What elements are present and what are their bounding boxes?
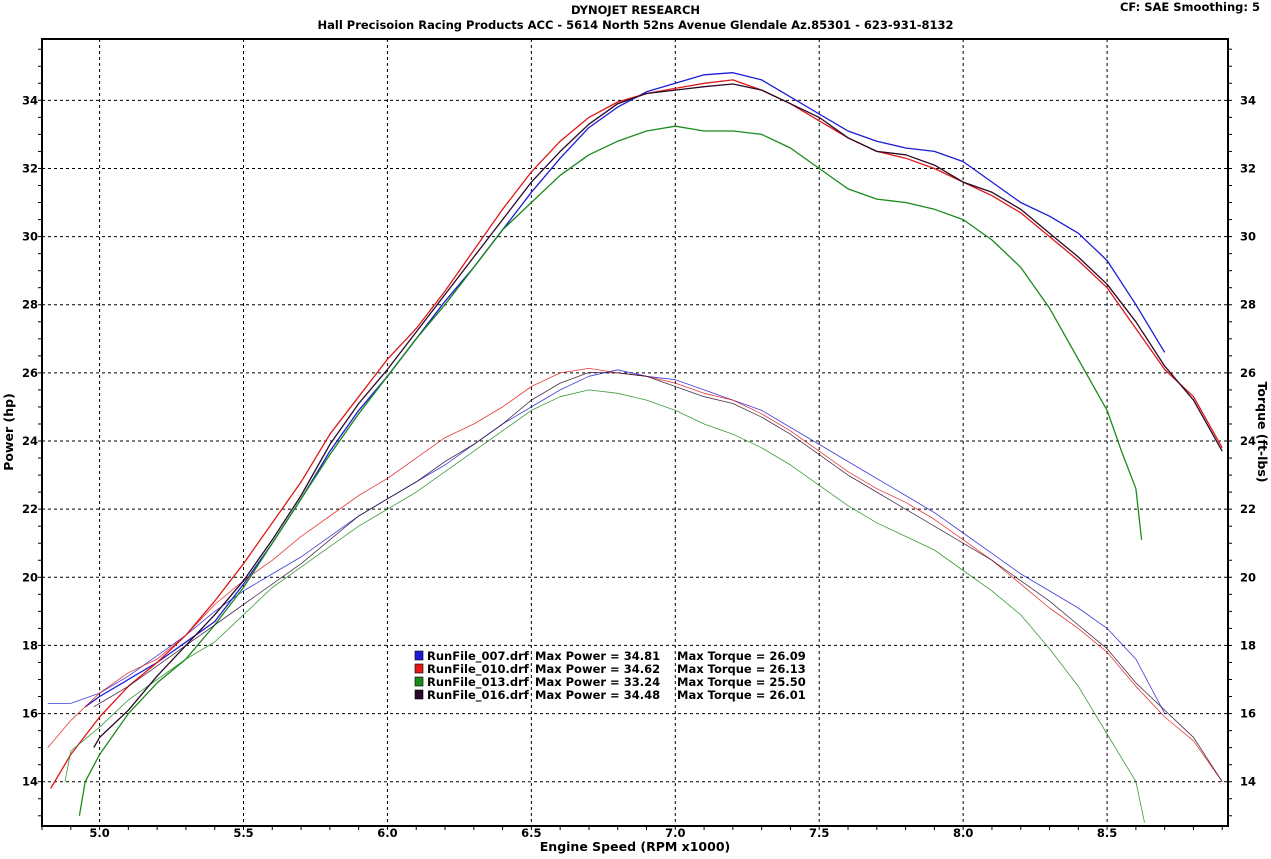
y-tick-label: 20 bbox=[22, 570, 38, 584]
legend-swatch bbox=[414, 663, 424, 674]
legend-max-power: Max Power = 34.62 bbox=[535, 662, 660, 676]
y-tick-label: 16 bbox=[22, 707, 38, 721]
legend-swatch bbox=[414, 676, 424, 687]
legend-max-power: Max Power = 33.24 bbox=[535, 675, 660, 689]
legend-series-name: RunFile_016.drf bbox=[427, 688, 530, 703]
y-tick-label: 24 bbox=[22, 434, 38, 448]
y-tick-label: 18 bbox=[22, 638, 38, 652]
correction-factor-label: CF: SAE Smoothing: 5 bbox=[1119, 0, 1260, 14]
legend-series-name: RunFile_013.drf bbox=[427, 675, 530, 690]
legend-series-name: RunFile_007.drf bbox=[427, 649, 530, 664]
legend-max-torque: Max Torque = 26.09 bbox=[677, 649, 806, 663]
y2-tick-label: 22 bbox=[1240, 502, 1256, 516]
legend: RunFile_007.drf Max Power = 34.81 Max Torq… bbox=[414, 649, 806, 703]
y2-tick-label: 30 bbox=[1240, 230, 1256, 244]
legend-swatch bbox=[414, 650, 424, 661]
y2-tick-label: 26 bbox=[1240, 366, 1256, 380]
y2-tick-label: 20 bbox=[1240, 570, 1256, 584]
y2-axis-label: Torque (ft-lbs) bbox=[1255, 382, 1270, 483]
x-tick-label: 8.0 bbox=[953, 826, 973, 840]
x-tick-label: 5.5 bbox=[233, 826, 253, 840]
torque-line-4 bbox=[93, 372, 1223, 782]
x-tick-label: 5.0 bbox=[89, 826, 109, 840]
power-line-3 bbox=[78, 125, 1143, 816]
y-tick-label: 28 bbox=[22, 298, 38, 312]
chart-subtitle: Hall Precisoion Racing Products ACC - 56… bbox=[317, 18, 954, 32]
legend-max-power: Max Power = 34.48 bbox=[535, 688, 660, 702]
legend-max-power: Max Power = 34.81 bbox=[535, 649, 660, 663]
y2-tick-label: 24 bbox=[1240, 434, 1256, 448]
y2-tick-label: 18 bbox=[1240, 638, 1256, 652]
grid-lines bbox=[42, 39, 1228, 826]
y-tick-label: 22 bbox=[22, 502, 38, 516]
power-line-4 bbox=[93, 83, 1223, 748]
x-tick-label: 6.0 bbox=[377, 826, 397, 840]
y-tick-label: 26 bbox=[22, 366, 38, 380]
chart-title: DYNOJET RESEARCH bbox=[570, 3, 701, 17]
y2-tick-label: 28 bbox=[1240, 298, 1256, 312]
legend-max-torque: Max Torque = 25.50 bbox=[677, 675, 806, 689]
x-tick-label: 6.5 bbox=[521, 826, 541, 840]
power-line-2 bbox=[50, 79, 1223, 789]
x-tick-label: 7.0 bbox=[665, 826, 685, 840]
plot-frame bbox=[41, 38, 1229, 827]
legend-max-torque: Max Torque = 26.13 bbox=[677, 662, 806, 676]
y-axis-label: Power (hp) bbox=[1, 393, 16, 471]
y2-tick-label: 14 bbox=[1240, 775, 1256, 789]
torque-line-3 bbox=[64, 389, 1145, 823]
y-tick-label: 30 bbox=[22, 230, 38, 244]
x-tick-label: 8.5 bbox=[1097, 826, 1117, 840]
y-tick-label: 14 bbox=[22, 775, 38, 789]
legend-swatch bbox=[414, 689, 424, 700]
y-tick-label: 34 bbox=[22, 93, 38, 107]
legend-max-torque: Max Torque = 26.01 bbox=[677, 688, 806, 702]
axis-ticks: 5.0 5.5 6.0 6.5 7.0 7.5 8.0 8.5 14 14 16 16 18 18 20 20… bbox=[22, 48, 1256, 840]
x-axis-label: Engine Speed (RPM x1000) bbox=[540, 839, 730, 854]
y-tick-label: 32 bbox=[22, 161, 38, 175]
y2-tick-label: 16 bbox=[1240, 707, 1256, 721]
series-lines bbox=[47, 72, 1223, 823]
legend-series-name: RunFile_010.drf bbox=[427, 662, 530, 677]
y2-tick-label: 34 bbox=[1240, 93, 1256, 107]
y2-tick-label: 32 bbox=[1240, 161, 1256, 175]
x-tick-label: 7.5 bbox=[809, 826, 829, 840]
torque-line-2 bbox=[47, 368, 1223, 782]
